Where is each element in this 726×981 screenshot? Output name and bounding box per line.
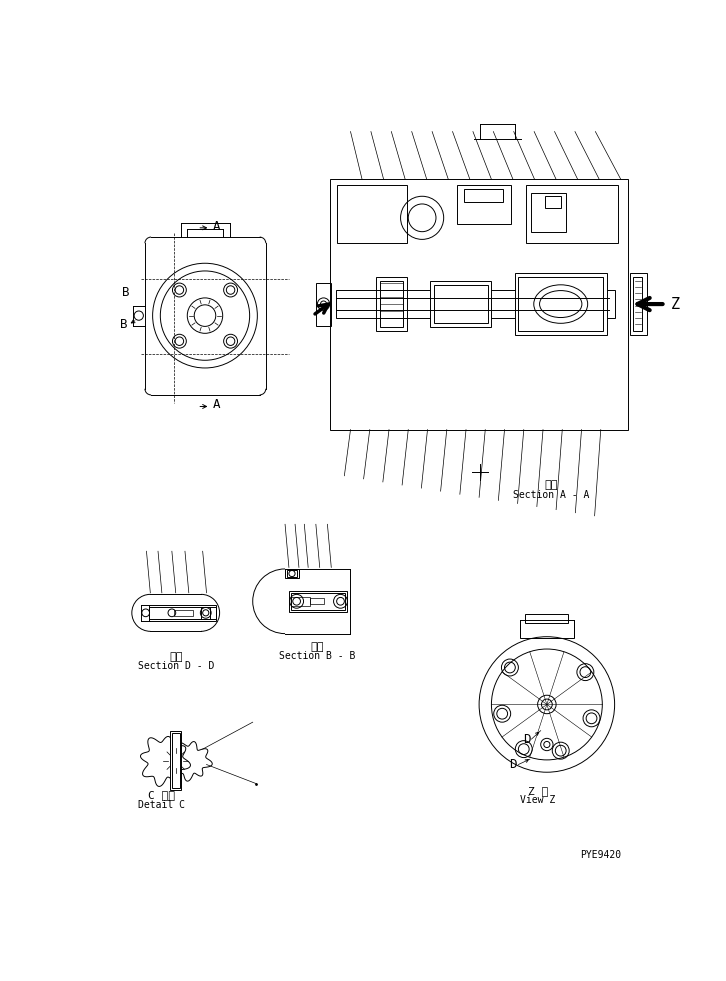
- Bar: [526, 185, 619, 243]
- Bar: [633, 277, 643, 331]
- Text: Z: Z: [671, 296, 680, 312]
- Bar: [201, 606, 211, 619]
- Bar: [310, 598, 324, 604]
- Bar: [380, 281, 403, 327]
- Text: PYE9420: PYE9420: [579, 851, 621, 860]
- Bar: [291, 596, 311, 606]
- Text: Detail C: Detail C: [139, 800, 185, 809]
- Bar: [172, 733, 179, 789]
- Text: D: D: [523, 734, 531, 747]
- Bar: [291, 593, 345, 610]
- Text: 断面: 断面: [169, 651, 182, 662]
- Bar: [149, 606, 216, 619]
- Text: A: A: [213, 398, 220, 411]
- Bar: [330, 180, 629, 430]
- Text: Section A - A: Section A - A: [513, 490, 590, 500]
- Bar: [520, 620, 574, 639]
- Text: Z 視: Z 視: [528, 786, 547, 796]
- Bar: [285, 569, 299, 578]
- Text: Section B - B: Section B - B: [280, 651, 356, 661]
- Bar: [336, 290, 616, 318]
- Bar: [457, 185, 510, 224]
- Bar: [518, 277, 603, 331]
- Text: B: B: [120, 319, 127, 332]
- Text: A: A: [213, 220, 220, 232]
- Bar: [630, 274, 647, 335]
- Bar: [430, 281, 492, 327]
- Bar: [376, 277, 407, 331]
- Bar: [174, 610, 193, 616]
- Text: 断面: 断面: [311, 642, 324, 651]
- Bar: [316, 283, 331, 326]
- Bar: [289, 591, 348, 612]
- Text: D: D: [509, 758, 517, 771]
- Bar: [433, 284, 488, 324]
- Text: B: B: [122, 286, 129, 299]
- Bar: [526, 613, 568, 623]
- Bar: [531, 193, 566, 232]
- Bar: [515, 274, 607, 335]
- Text: C 詳細: C 詳細: [148, 791, 176, 800]
- Bar: [465, 188, 503, 202]
- Text: View Z: View Z: [520, 795, 555, 805]
- Text: 断面: 断面: [544, 480, 558, 490]
- Bar: [545, 196, 560, 208]
- Bar: [149, 605, 216, 621]
- Bar: [171, 732, 181, 790]
- Text: Section D - D: Section D - D: [137, 661, 214, 671]
- Bar: [338, 185, 407, 243]
- Bar: [287, 571, 298, 577]
